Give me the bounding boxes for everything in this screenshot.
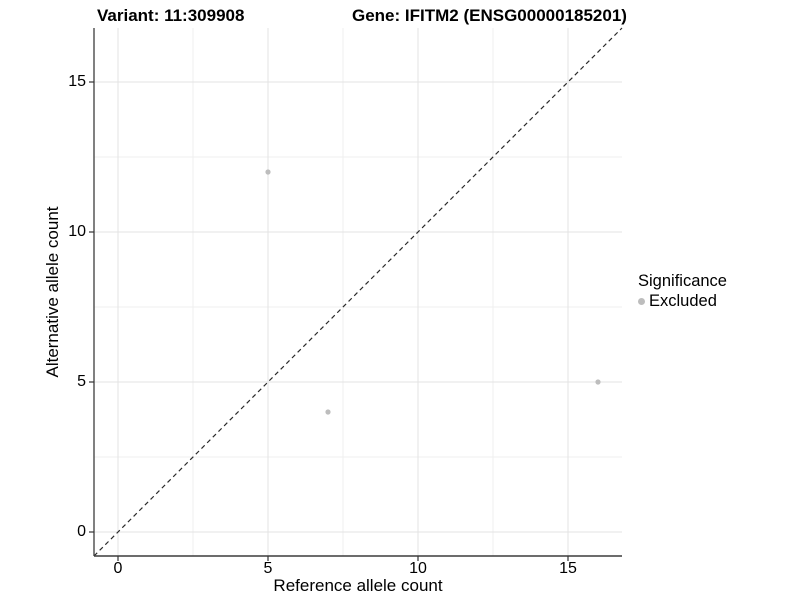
y-tick-label: 10	[68, 223, 86, 240]
y-tick-label: 15	[68, 73, 86, 90]
x-tick-label: 10	[409, 560, 427, 577]
x-tick-label: 15	[559, 560, 577, 577]
legend-item-excluded: Excluded	[638, 292, 727, 311]
legend: Significance Excluded	[638, 271, 727, 311]
variant-title: Variant: 11:309908	[97, 6, 245, 25]
gene-title: Gene: IFITM2 (ENSG00000185201)	[352, 6, 627, 25]
y-tick-label: 5	[77, 373, 86, 390]
identity-dashed-line	[93, 27, 623, 557]
x-axis-title: Reference allele count	[273, 576, 443, 595]
x-tick-label: 5	[263, 560, 273, 577]
data-point	[595, 379, 601, 385]
legend-title: Significance	[638, 272, 727, 290]
y-tick-label: 0	[77, 523, 86, 540]
x-tick-label: 0	[113, 560, 123, 577]
data-point	[325, 409, 331, 415]
legend-item-label: Excluded	[649, 292, 717, 310]
data-point	[265, 169, 271, 175]
legend-point-icon	[638, 298, 645, 305]
y-axis-title: Alternative allele count	[43, 206, 62, 378]
